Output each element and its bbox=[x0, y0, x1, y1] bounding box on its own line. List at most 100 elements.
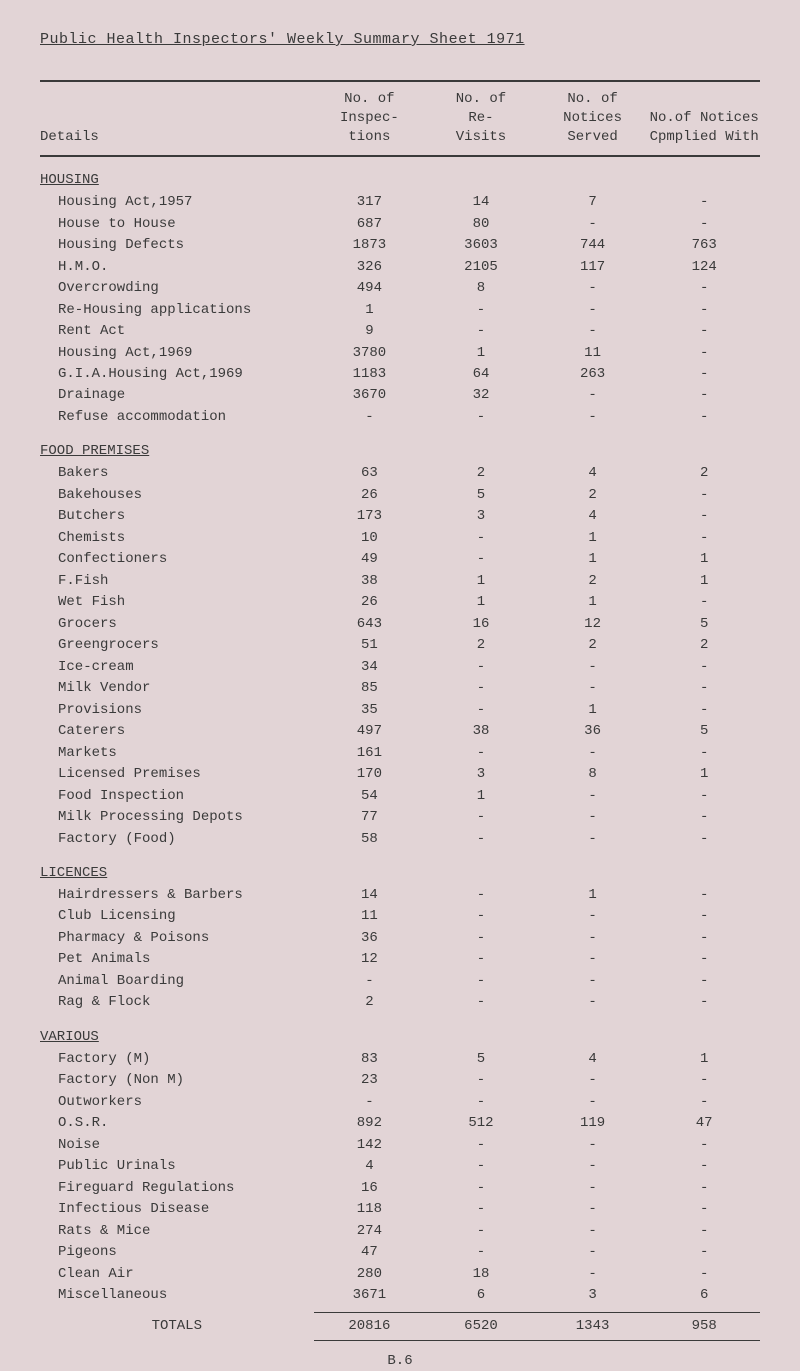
cell-value: 124 bbox=[648, 256, 760, 277]
section-name: LICENCES bbox=[40, 850, 760, 885]
cell-value: 1 bbox=[537, 885, 649, 906]
cell-value: 1 bbox=[537, 527, 649, 548]
cell-value: 11 bbox=[537, 342, 649, 363]
row-label: Pet Animals bbox=[40, 949, 314, 970]
row-label: Bakehouses bbox=[40, 485, 314, 506]
table-row: Food Inspection541-- bbox=[40, 785, 760, 806]
cell-value: 1 bbox=[425, 570, 537, 591]
cell-value: 1 bbox=[648, 764, 760, 785]
cell-value: 4 bbox=[537, 463, 649, 484]
section-name: VARIOUS bbox=[40, 1014, 760, 1049]
table-row: Factory (Food)58--- bbox=[40, 828, 760, 849]
table-row: Butchers17334- bbox=[40, 506, 760, 527]
cell-value: 497 bbox=[314, 721, 426, 742]
cell-value: - bbox=[648, 885, 760, 906]
cell-value: 26 bbox=[314, 592, 426, 613]
table-row: Markets161--- bbox=[40, 742, 760, 763]
section-header: LICENCES bbox=[40, 850, 760, 885]
cell-value: 3 bbox=[425, 764, 537, 785]
cell-value: - bbox=[648, 1263, 760, 1284]
cell-value: - bbox=[425, 678, 537, 699]
table-row: Wet Fish2611- bbox=[40, 592, 760, 613]
table-row: H.M.O.3262105117124 bbox=[40, 256, 760, 277]
table-row: Chemists10-1- bbox=[40, 527, 760, 548]
row-label: Infectious Disease bbox=[40, 1199, 314, 1220]
table-row: Miscellaneous3671636 bbox=[40, 1285, 760, 1306]
table-row: Bakers63242 bbox=[40, 463, 760, 484]
cell-value: 64 bbox=[425, 364, 537, 385]
cell-value: 263 bbox=[537, 364, 649, 385]
cell-value: 35 bbox=[314, 699, 426, 720]
cell-value: 8 bbox=[425, 278, 537, 299]
cell-value: 47 bbox=[314, 1242, 426, 1263]
cell-value: 12 bbox=[537, 613, 649, 634]
cell-value: - bbox=[425, 699, 537, 720]
col-revisits-header: No. ofRe-Visits bbox=[425, 88, 537, 149]
cell-value: 1 bbox=[425, 785, 537, 806]
cell-value: 1873 bbox=[314, 235, 426, 256]
table-row: Fireguard Regulations16--- bbox=[40, 1177, 760, 1198]
table-row: Pigeons47--- bbox=[40, 1242, 760, 1263]
cell-value: 2 bbox=[314, 992, 426, 1013]
col-notices-served-header: No. ofNoticesServed bbox=[537, 88, 649, 149]
cell-value: 10 bbox=[314, 527, 426, 548]
table-header-block: Details No. ofInspec-tions No. ofRe-Visi… bbox=[40, 80, 760, 157]
cell-value: 512 bbox=[425, 1113, 537, 1134]
cell-value: 1 bbox=[537, 699, 649, 720]
cell-value: 2105 bbox=[425, 256, 537, 277]
cell-value: 38 bbox=[314, 570, 426, 591]
row-label: F.Fish bbox=[40, 570, 314, 591]
row-label: Milk Vendor bbox=[40, 678, 314, 699]
row-label: Pigeons bbox=[40, 1242, 314, 1263]
header-row: Details No. ofInspec-tions No. ofRe-Visi… bbox=[40, 88, 760, 149]
table-row: O.S.R.89251211947 bbox=[40, 1113, 760, 1134]
section-name: HOUSING bbox=[40, 157, 760, 192]
cell-value: - bbox=[648, 1156, 760, 1177]
cell-value: - bbox=[425, 906, 537, 927]
cell-value: - bbox=[648, 699, 760, 720]
cell-value: - bbox=[314, 407, 426, 428]
cell-value: - bbox=[537, 828, 649, 849]
cell-value: 83 bbox=[314, 1048, 426, 1069]
cell-value: - bbox=[648, 1220, 760, 1241]
cell-value: - bbox=[537, 299, 649, 320]
cell-value: - bbox=[537, 1091, 649, 1112]
section-header: VARIOUS bbox=[40, 1014, 760, 1049]
cell-value: 3603 bbox=[425, 235, 537, 256]
cell-value: - bbox=[648, 1091, 760, 1112]
cell-value: - bbox=[425, 828, 537, 849]
cell-value: 26 bbox=[314, 485, 426, 506]
cell-value: - bbox=[425, 407, 537, 428]
cell-value: 5 bbox=[425, 1048, 537, 1069]
cell-value: - bbox=[537, 1156, 649, 1177]
cell-value: 117 bbox=[537, 256, 649, 277]
table-row: Caterers49738365 bbox=[40, 721, 760, 742]
row-label: O.S.R. bbox=[40, 1113, 314, 1134]
cell-value: 1 bbox=[537, 592, 649, 613]
row-label: Chemists bbox=[40, 527, 314, 548]
cell-value: - bbox=[648, 1199, 760, 1220]
cell-value: - bbox=[537, 1134, 649, 1155]
cell-value: 3670 bbox=[314, 385, 426, 406]
row-label: Food Inspection bbox=[40, 785, 314, 806]
row-label: Overcrowding bbox=[40, 278, 314, 299]
section-name: FOOD PREMISES bbox=[40, 428, 760, 463]
cell-value: 2 bbox=[537, 570, 649, 591]
table-row: Bakehouses2652- bbox=[40, 485, 760, 506]
table-row: Grocers64316125 bbox=[40, 613, 760, 634]
totals-cell: 1343 bbox=[537, 1306, 649, 1342]
cell-value: - bbox=[425, 1199, 537, 1220]
cell-value: - bbox=[425, 1177, 537, 1198]
totals-label: TOTALS bbox=[40, 1306, 314, 1342]
cell-value: 3780 bbox=[314, 342, 426, 363]
table-row: Hairdressers & Barbers14-1- bbox=[40, 885, 760, 906]
cell-value: - bbox=[648, 742, 760, 763]
row-label: Grocers bbox=[40, 613, 314, 634]
table-row: Re-Housing applications1--- bbox=[40, 299, 760, 320]
table-row: Outworkers---- bbox=[40, 1091, 760, 1112]
row-label: Noise bbox=[40, 1134, 314, 1155]
cell-value: - bbox=[648, 364, 760, 385]
cell-value: - bbox=[537, 906, 649, 927]
cell-value: - bbox=[648, 506, 760, 527]
row-label: Fireguard Regulations bbox=[40, 1177, 314, 1198]
